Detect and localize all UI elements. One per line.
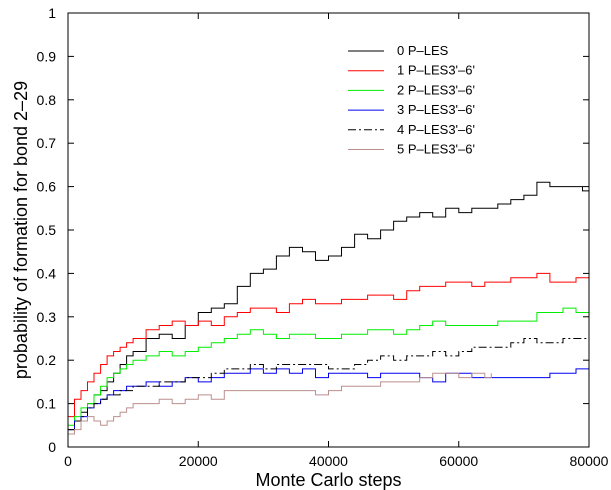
y-tick-label: 0	[48, 439, 56, 455]
y-tick-label: 0.9	[37, 48, 57, 64]
x-axis-label: Monte Carlo steps	[255, 470, 401, 490]
x-tick-label: 80000	[570, 453, 609, 469]
legend-label-1: 1 P–LES3'–6'	[397, 63, 475, 78]
y-tick-label: 0.5	[37, 222, 57, 238]
series-line-1	[68, 272, 589, 418]
y-tick-label: 0.4	[37, 265, 57, 281]
x-tick-label: 20000	[179, 453, 218, 469]
legend-label-0: 0 P–LES	[397, 43, 449, 58]
y-tick-label: 0.8	[37, 92, 57, 108]
series-line-4	[68, 338, 589, 431]
x-tick-label: 40000	[309, 453, 348, 469]
x-tick-label: 0	[64, 453, 72, 469]
ticks-layer: 0 20000 40000 60000 80000 0 0.1 0.2 0.3 0.4 0.5 0.6…	[37, 5, 609, 469]
legend-label-4: 4 P–LES3'–6'	[397, 122, 475, 137]
y-tick-label: 0.7	[37, 135, 57, 151]
y-axis-label: probability of formation for bond 2–29	[11, 81, 31, 379]
legend-label-3: 3 P–LES3'–6'	[397, 102, 475, 117]
y-tick-label: 1	[48, 5, 56, 21]
y-tick-label: 0.1	[37, 396, 57, 412]
legend: 0 P–LES 1 P–LES3'–6' 2 P–LES3'–6' 3 P–LES3'…	[348, 43, 475, 157]
y-tick-label: 0.2	[37, 352, 57, 368]
series-line-2	[68, 307, 589, 426]
y-tick-label: 0.3	[37, 309, 57, 325]
legend-label-5: 5 P–LES3'–6'	[397, 142, 475, 157]
series-line-3	[68, 368, 589, 431]
series-layer	[68, 181, 589, 435]
x-tick-label: 60000	[439, 453, 478, 469]
series-line-5	[68, 372, 492, 435]
legend-label-2: 2 P–LES3'–6'	[397, 82, 475, 97]
y-tick-label: 0.6	[37, 179, 57, 195]
